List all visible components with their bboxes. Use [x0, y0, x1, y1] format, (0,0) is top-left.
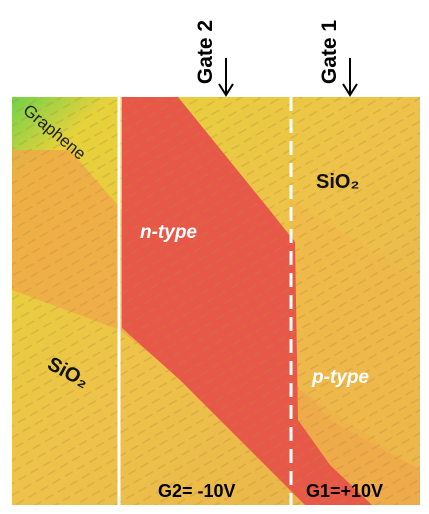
voltage-label: G1=+10V	[306, 481, 383, 501]
afm-image	[12, 97, 420, 505]
gate-label: Gate 1	[318, 20, 341, 85]
region-label: SiO₂	[316, 171, 359, 193]
gate-label: Gate 2	[194, 20, 217, 84]
region-label: p-type	[311, 367, 369, 388]
region-label: n-type	[140, 222, 197, 243]
voltage-label: G2= -10V	[158, 481, 236, 501]
gate-arrows	[218, 58, 358, 97]
